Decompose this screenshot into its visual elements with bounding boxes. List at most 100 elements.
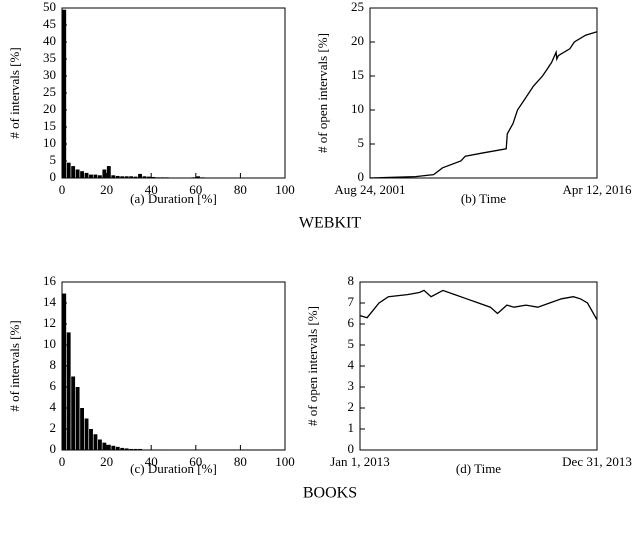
bar [75, 387, 80, 450]
x-tick-label: 40 [145, 182, 158, 197]
bar [62, 9, 67, 179]
y-tick-label: 8 [50, 357, 57, 372]
bar [129, 176, 134, 178]
bar [111, 175, 116, 178]
bar [97, 439, 102, 450]
y-tick-label: 6 [50, 378, 57, 393]
bar [62, 293, 67, 450]
bar [151, 176, 156, 178]
bar [66, 332, 71, 450]
y-tick-label: 16 [43, 273, 57, 288]
bar [142, 176, 147, 178]
bar [124, 448, 129, 450]
x-tick-label: Aug 24, 2001 [334, 182, 405, 197]
bar [93, 174, 98, 178]
y-tick-label: 30 [43, 67, 56, 82]
bar [93, 434, 98, 450]
y-tick-label: 2 [348, 399, 355, 414]
bar [147, 176, 151, 178]
y-tick-label: 20 [43, 101, 56, 116]
plot-frame [61, 281, 286, 451]
plot-frame [359, 281, 598, 451]
bar [115, 446, 120, 450]
x-axis-label: (a) Duration [%] [130, 191, 217, 206]
x-tick-label: 60 [189, 454, 202, 469]
bar [102, 169, 107, 178]
bar [71, 376, 76, 450]
y-tick-label: 2 [50, 420, 57, 435]
y-tick-label: 20 [351, 33, 364, 48]
bar [111, 445, 116, 450]
y-tick-label: 4 [50, 399, 57, 414]
y-tick-label: 8 [348, 273, 355, 288]
x-tick-label: 100 [275, 454, 295, 469]
y-axis-label: # of intervals [%] [7, 320, 22, 411]
y-tick-label: 15 [43, 118, 56, 133]
x-tick-label: 20 [100, 454, 113, 469]
x-tick-label: 80 [234, 454, 247, 469]
y-tick-label: 25 [351, 0, 364, 14]
x-tick-label: 100 [275, 182, 295, 197]
y-tick-label: 5 [358, 135, 365, 150]
bar [138, 448, 142, 450]
bar [138, 173, 142, 178]
x-tick-label: 0 [59, 454, 66, 469]
group-label: BOOKS [303, 485, 357, 502]
y-tick-label: 3 [348, 378, 355, 393]
bar [71, 166, 76, 178]
x-tick-label: 20 [100, 182, 113, 197]
bar [124, 176, 129, 178]
y-tick-label: 35 [43, 50, 56, 65]
x-tick-label: 80 [234, 182, 247, 197]
y-tick-label: 5 [50, 152, 57, 167]
bar [80, 408, 84, 450]
y-tick-label: 0 [348, 441, 355, 456]
y-tick-label: 7 [348, 294, 355, 309]
y-axis-label: # of intervals [%] [7, 47, 22, 138]
y-tick-label: 0 [50, 441, 57, 456]
x-axis-label: (d) Time [456, 461, 501, 476]
bar [97, 175, 102, 178]
x-tick-label: Dec 31, 2013 [562, 454, 632, 469]
y-tick-label: 0 [50, 169, 57, 184]
x-tick-label: 60 [189, 182, 202, 197]
bar [75, 169, 80, 178]
y-tick-label: 12 [43, 315, 56, 330]
data-line [359, 289, 598, 321]
y-tick-label: 14 [43, 294, 57, 309]
bar [129, 448, 134, 450]
bar [106, 166, 111, 178]
y-tick-label: 10 [43, 135, 56, 150]
bar [84, 418, 89, 450]
y-tick-label: 1 [348, 420, 355, 435]
bar [120, 447, 125, 450]
data-line [369, 31, 598, 179]
x-axis-label: (c) Duration [%] [130, 461, 217, 476]
y-tick-label: 10 [43, 336, 56, 351]
x-tick-label: 0 [59, 182, 66, 197]
x-tick-label: Apr 12, 2016 [563, 182, 632, 197]
y-tick-label: 25 [43, 84, 56, 99]
x-tick-label: 40 [145, 454, 158, 469]
x-tick-label: Jan 1, 2013 [330, 454, 390, 469]
bar [133, 448, 138, 450]
bar [115, 175, 120, 178]
bar [120, 176, 125, 178]
y-tick-label: 4 [348, 357, 355, 372]
bar [80, 171, 84, 178]
y-tick-label: 40 [43, 33, 56, 48]
bar [89, 429, 93, 450]
group-label: WEBKIT [299, 215, 361, 232]
y-tick-label: 45 [43, 16, 56, 31]
bar [84, 172, 89, 178]
bar [106, 444, 111, 450]
plot-frame [369, 7, 598, 179]
bar [89, 174, 93, 178]
bar [102, 442, 107, 450]
bar [133, 176, 138, 178]
y-tick-label: 15 [351, 67, 364, 82]
y-axis-label: # of open intervals [%] [305, 306, 320, 426]
y-tick-label: 0 [358, 169, 365, 184]
y-tick-label: 10 [351, 101, 364, 116]
